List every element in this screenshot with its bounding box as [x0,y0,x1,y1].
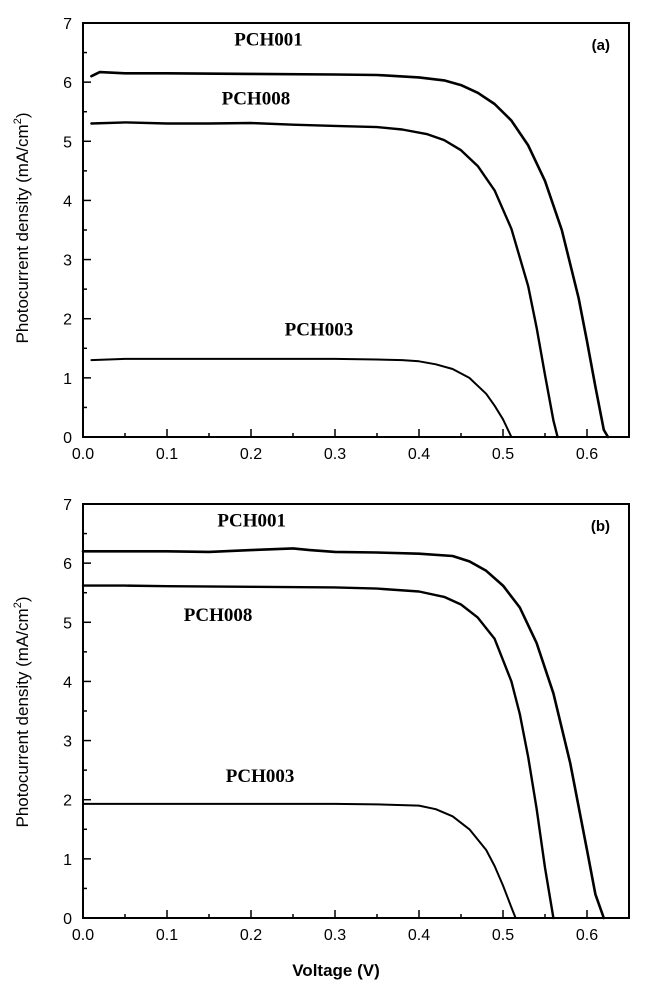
series-line-pch003 [82,802,517,919]
x-tick-label: 0.4 [408,927,430,944]
series-line-pch003 [90,357,513,438]
panel-b-series-labels: PCH001 PCH008 PCH003 [184,510,295,786]
x-tick-label: 0.4 [408,446,430,463]
series-line-pch001 [90,70,610,439]
x-tick-label: 0.1 [156,927,178,944]
series-label-pch008: PCH008 [184,605,253,626]
y-tick-label: 1 [63,852,72,869]
series-label-pch008: PCH008 [222,89,291,110]
panel-a-series-labels: PCH001 PCH008 PCH003 [222,29,354,340]
x-tick-label: 0.1 [156,446,178,463]
x-tick-label: 0.3 [324,446,346,463]
panel-b-label: (b) [591,518,610,535]
x-tick-label: 0.0 [72,927,94,944]
x-tick-label: 0.0 [72,446,94,463]
x-tick-label: 0.2 [240,927,262,944]
y-tick-label: 2 [63,793,72,810]
panel-b-curves [81,547,606,920]
panel-a-label: (a) [592,37,610,54]
panel-b-ticks: 0.0 0.1 0.2 0.3 0.4 0.5 0.6 0 1 2 3 4 5 6 7 [63,497,598,944]
x-tick-label: 0.3 [324,927,346,944]
y-tick-label: 7 [63,16,72,33]
series-label-pch001: PCH001 [217,510,286,531]
x-tick-label: 0.6 [576,446,598,463]
series-label-pch003: PCH003 [285,319,354,340]
series-line-pch001 [81,547,606,920]
x-tick-label: 0.5 [492,927,514,944]
y-tick-label: 0 [63,911,72,928]
series-label-pch001: PCH001 [234,29,303,50]
y-tick-label: 0 [63,430,72,447]
y-tick-label: 3 [63,253,72,270]
y-tick-label: 2 [63,312,72,329]
y-tick-label: 5 [63,134,72,151]
panel-a-plot-frame [82,22,630,438]
y-tick-label: 6 [63,75,72,92]
panel-a-ticks: 0.0 0.1 0.2 0.3 0.4 0.5 0.6 0 1 2 3 4 5 6 7 [63,16,598,463]
panel-b-plot-frame [82,503,630,919]
panel-b-y-axis-title: Photocurrent density (mA/cm2) [12,597,32,828]
y-tick-label: 4 [63,674,72,691]
series-line-pch008 [90,121,559,439]
y-tick-label: 5 [63,615,72,632]
y-tick-label: 3 [63,734,72,751]
series-label-pch003: PCH003 [226,766,295,787]
x-axis-title: Voltage (V) [292,961,380,980]
y-tick-label: 4 [63,193,72,210]
series-line-pch008 [81,584,555,920]
y-tick-label: 1 [63,371,72,388]
x-tick-label: 0.6 [576,927,598,944]
x-tick-label: 0.2 [240,446,262,463]
panel-a-y-axis-title: Photocurrent density (mA/cm2) [12,113,32,344]
y-tick-label: 6 [63,556,72,573]
y-tick-label: 7 [63,497,72,514]
x-tick-label: 0.5 [492,446,514,463]
panel-a-curves [90,70,610,439]
